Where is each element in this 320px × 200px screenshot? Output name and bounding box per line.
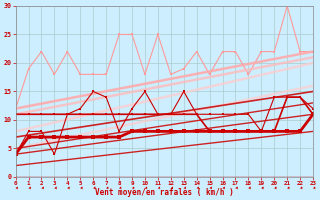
- X-axis label: Vent moyen/en rafales ( km/h ): Vent moyen/en rafales ( km/h ): [95, 188, 234, 197]
